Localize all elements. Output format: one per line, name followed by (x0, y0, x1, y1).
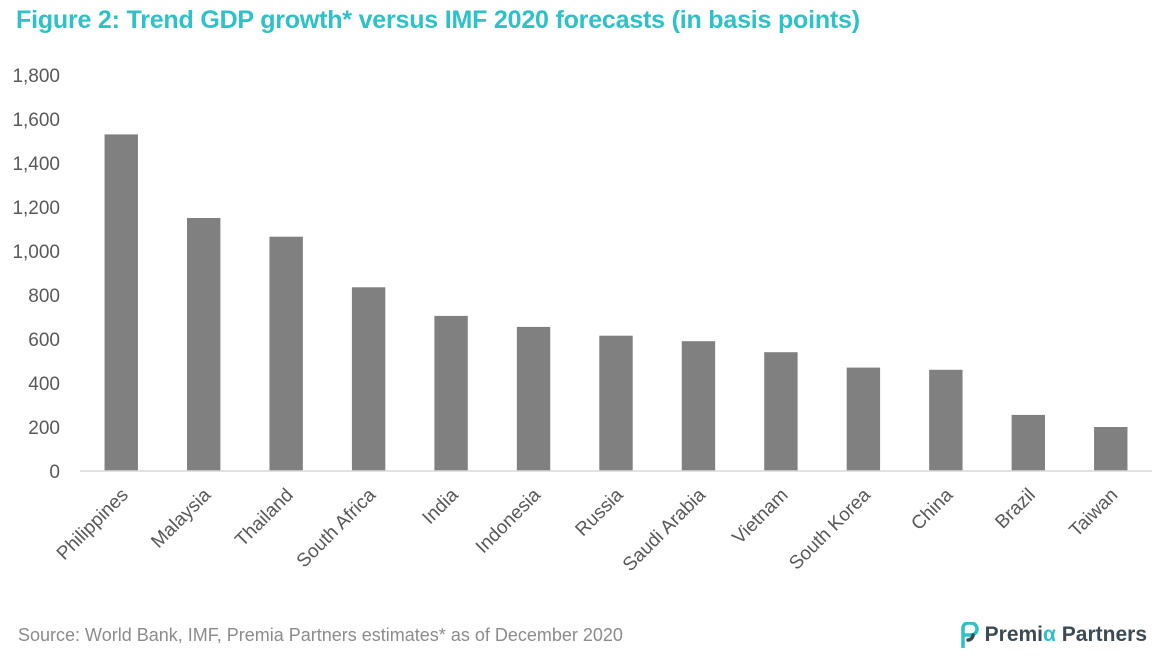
bar (846, 367, 881, 471)
x-tick-label: India (419, 484, 463, 528)
bar (929, 369, 963, 471)
y-tick-label: 800 (28, 286, 60, 307)
chart-title: Figure 2: Trend GDP growth* versus IMF 2… (16, 6, 860, 34)
bar (1094, 427, 1128, 471)
source-note: Source: World Bank, IMF, Premia Partners… (18, 625, 623, 645)
bar (1011, 414, 1046, 471)
x-tick-label: Saudi Arabia (619, 484, 710, 575)
bar (599, 335, 633, 471)
bar (269, 236, 303, 471)
brand-name-part1: Premi (984, 623, 1044, 646)
x-tick-label: Russia (572, 484, 628, 540)
x-tick-label: Indonesia (472, 484, 545, 557)
bar (351, 287, 386, 471)
y-tick-label: 200 (28, 418, 60, 439)
y-tick-label: 0 (49, 462, 60, 483)
brand-name-part2: Partners (1055, 623, 1147, 646)
y-tick-label: 1,200 (12, 198, 60, 219)
y-tick-label: 400 (28, 374, 60, 395)
premia-p-icon (960, 622, 979, 648)
brand-alpha: α (1043, 623, 1056, 646)
y-tick-label: 1,600 (12, 110, 60, 131)
bar (764, 352, 798, 471)
y-axis: 0 200 400 600 800 1,000 1,200 1,400 1,600 1,800 (12, 66, 60, 483)
brand-name: Premiα Partners (985, 623, 1147, 647)
bar (104, 134, 138, 471)
y-tick-label: 1,000 (12, 242, 60, 263)
x-tick-label: Taiwan (1066, 485, 1123, 542)
x-tick-label: Malaysia (147, 484, 215, 552)
brand-logo: Premiα Partners (959, 622, 1147, 648)
x-tick-label: Brazil (991, 485, 1039, 533)
x-tick-label: Vietnam (729, 485, 793, 549)
y-tick-label: 600 (28, 330, 60, 351)
bar (186, 218, 221, 471)
y-tick-label: 1,800 (12, 66, 60, 87)
bar (516, 326, 551, 471)
bar (681, 341, 716, 471)
x-tick-label: South Korea (785, 484, 875, 574)
x-tick-label: Thailand (231, 485, 297, 551)
x-tick-label: South Africa (293, 484, 381, 572)
x-tick-label: China (907, 484, 957, 534)
y-tick-label: 1,400 (12, 154, 60, 175)
bar (434, 315, 468, 471)
bars (104, 134, 1128, 471)
x-tick-label: Philippines (53, 485, 133, 565)
